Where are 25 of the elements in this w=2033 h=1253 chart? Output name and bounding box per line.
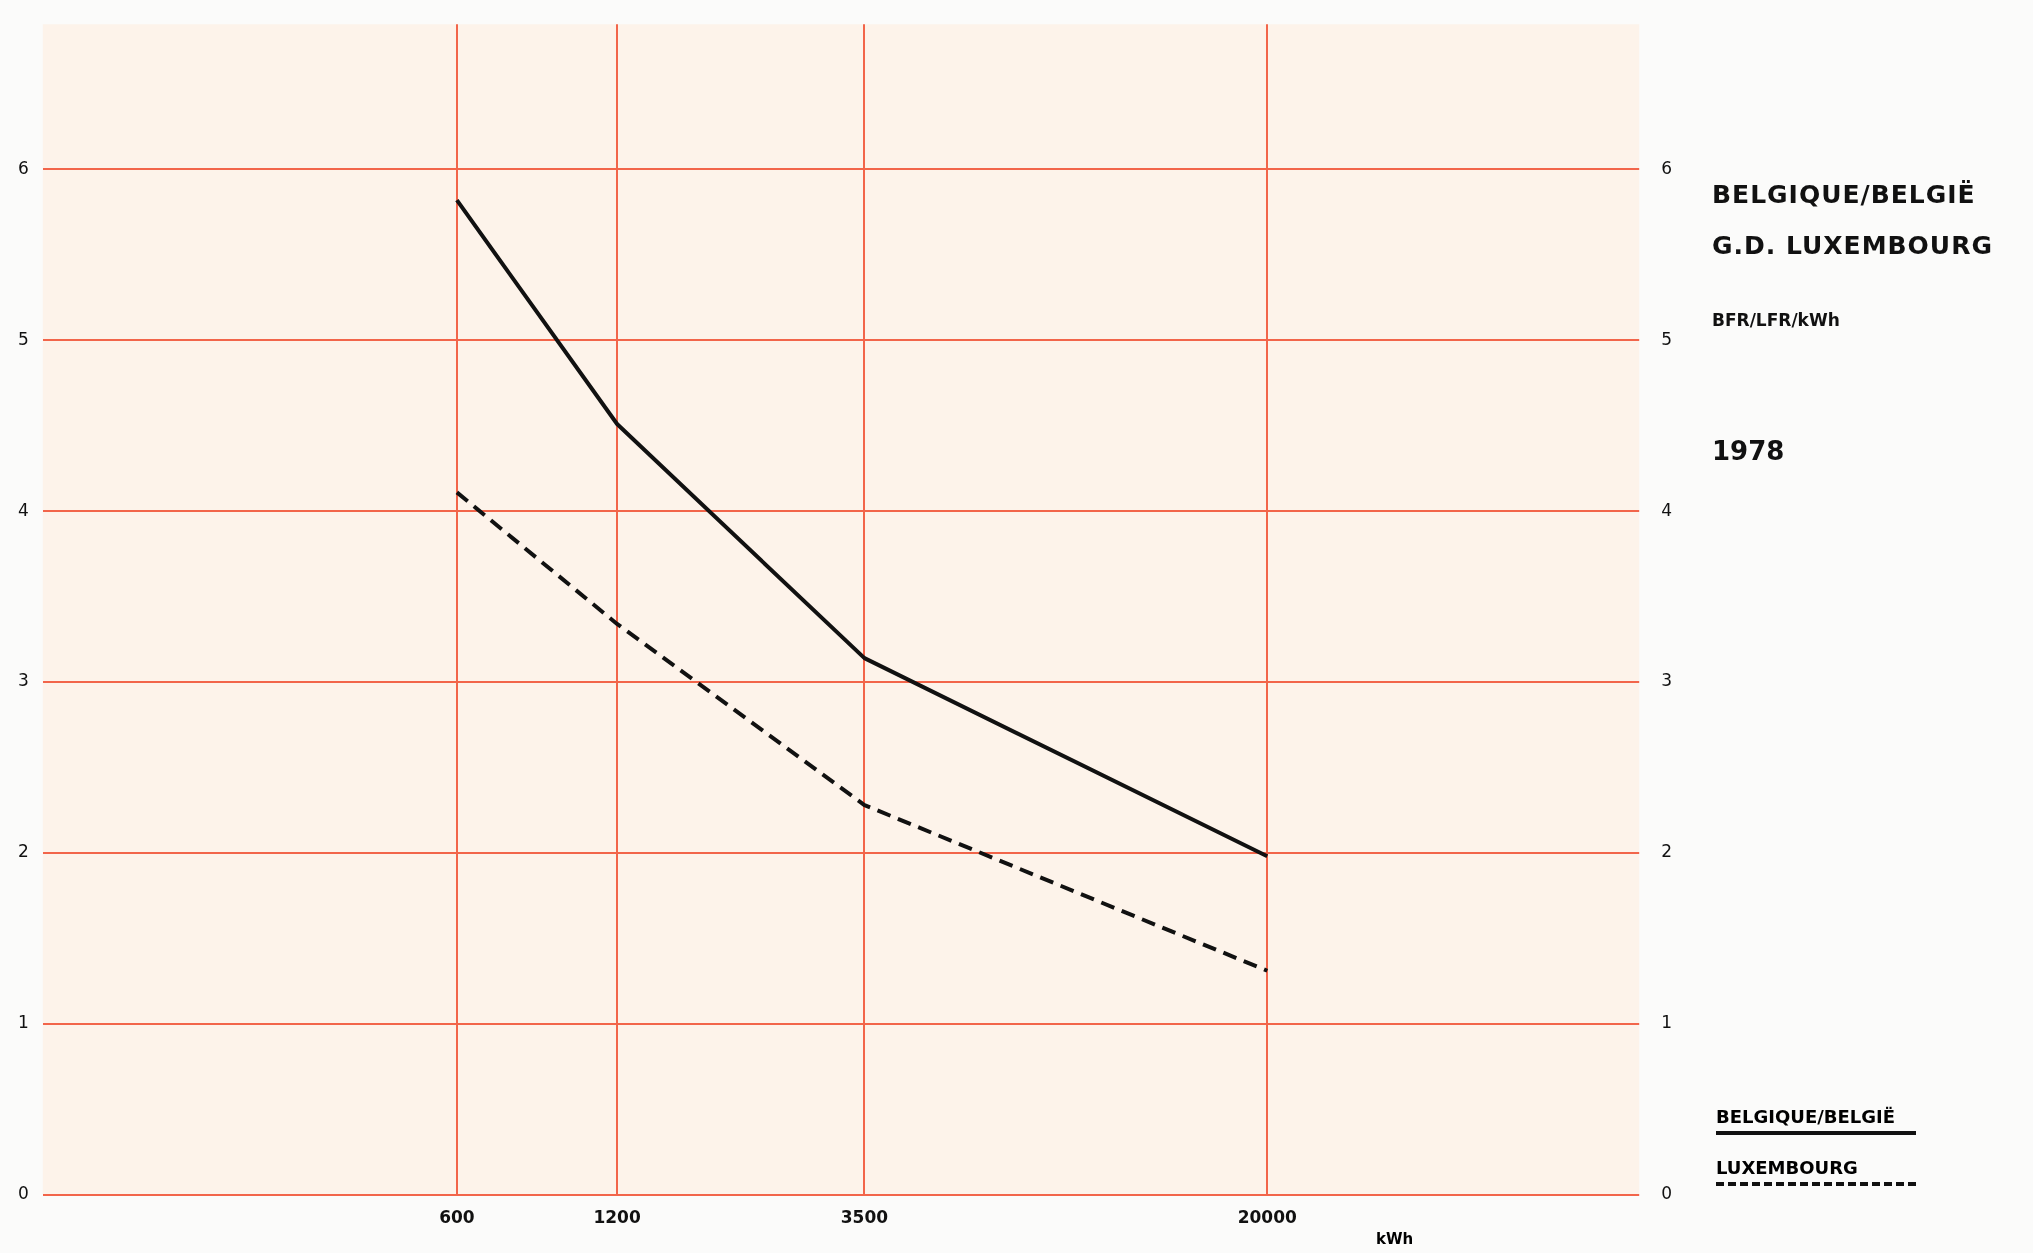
x-tick-label: 600 (439, 1207, 475, 1228)
y2-tick-label: 3 (1661, 670, 1673, 691)
y-tick-label: 0 (17, 1183, 29, 1204)
y2-tick-label: 6 (1661, 157, 1673, 178)
y-tick-label: 5 (17, 328, 29, 349)
x-tick-label: 20000 (1237, 1207, 1297, 1228)
y-tick-label: 1 (17, 1012, 29, 1033)
text: 1978 (1712, 436, 1786, 466)
y-tick-label: 2 (17, 841, 29, 862)
y-tick-label: 6 (17, 157, 29, 178)
text: BELGIQUE/BELGIË (1716, 1106, 1896, 1127)
y2-tick-label: 4 (1661, 499, 1673, 520)
x-tick-label: 3500 (840, 1207, 889, 1228)
y2-tick-label: 0 (1661, 1183, 1673, 1204)
y-tick-label: 4 (17, 499, 29, 520)
y2-tick-label: 1 (1661, 1012, 1673, 1033)
x-axis-title: kWh (1376, 1230, 1414, 1248)
y2-axis-title: BFR/LFR/kWh (1712, 310, 1841, 330)
text: LUXEMBOURG (1716, 1157, 1859, 1178)
x-tick-label: 1200 (593, 1207, 641, 1228)
y-tick-label: 3 (17, 670, 29, 691)
text: G.D. LUXEMBOURG (1712, 231, 1994, 260)
y2-tick-label: 5 (1661, 328, 1673, 349)
y2-tick-label: 2 (1661, 841, 1673, 862)
text: BELGIQUE/BELGIË (1712, 180, 1977, 209)
